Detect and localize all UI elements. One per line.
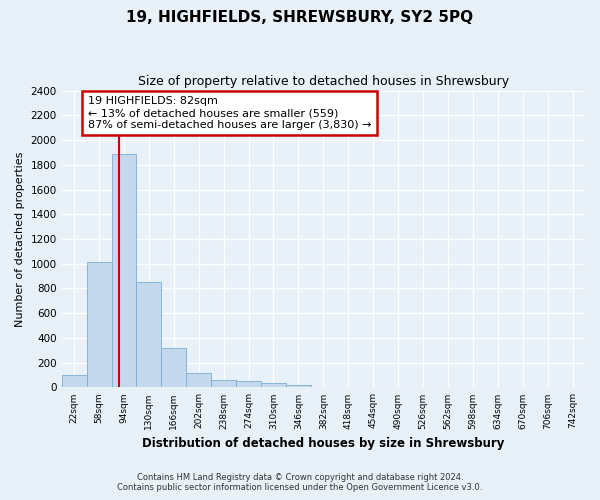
Bar bbox=[211, 380, 236, 388]
Bar bbox=[136, 282, 161, 388]
Text: 19 HIGHFIELDS: 82sqm
← 13% of detached houses are smaller (559)
87% of semi-deta: 19 HIGHFIELDS: 82sqm ← 13% of detached h… bbox=[88, 96, 371, 130]
Bar bbox=[112, 154, 136, 388]
Bar bbox=[161, 348, 186, 388]
X-axis label: Distribution of detached houses by size in Shrewsbury: Distribution of detached houses by size … bbox=[142, 437, 505, 450]
Y-axis label: Number of detached properties: Number of detached properties bbox=[15, 152, 25, 326]
Bar bbox=[261, 382, 286, 388]
Bar bbox=[236, 381, 261, 388]
Bar bbox=[286, 384, 311, 388]
Text: Contains HM Land Registry data © Crown copyright and database right 2024.
Contai: Contains HM Land Registry data © Crown c… bbox=[118, 473, 482, 492]
Bar bbox=[86, 262, 112, 388]
Bar bbox=[186, 372, 211, 388]
Bar bbox=[62, 375, 86, 388]
Text: 19, HIGHFIELDS, SHREWSBURY, SY2 5PQ: 19, HIGHFIELDS, SHREWSBURY, SY2 5PQ bbox=[127, 10, 473, 25]
Title: Size of property relative to detached houses in Shrewsbury: Size of property relative to detached ho… bbox=[138, 75, 509, 88]
